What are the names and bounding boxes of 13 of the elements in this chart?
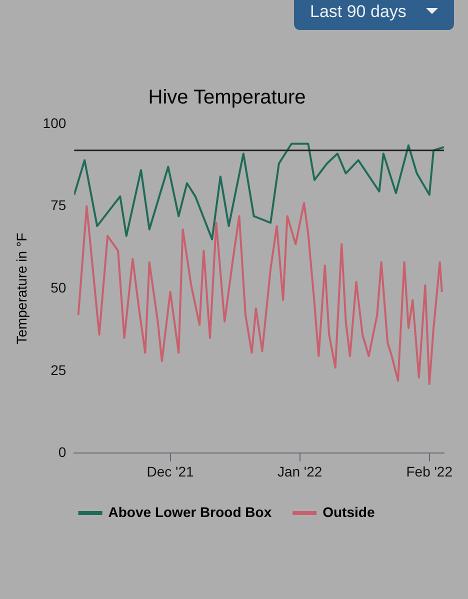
legend-label: Outside [322,504,375,520]
y-tick-label: 75 [50,197,66,214]
legend-label: Above Lower Brood Box [108,504,272,520]
y-tick-label: 50 [50,279,66,296]
y-tick-label: 100 [42,114,66,131]
chart-title: Hive Temperature [148,86,306,109]
x-tick-label: Jan '22 [277,463,322,480]
text: Last 90 days [310,2,406,22]
x-tick-label: Feb '22 [406,463,453,480]
y-tick-label: 0 [58,444,66,460]
y-tick-label: 25 [50,362,66,378]
x-tick-label: Dec '21 [146,463,194,480]
y-axis-title: Temperature in °F [13,232,30,344]
